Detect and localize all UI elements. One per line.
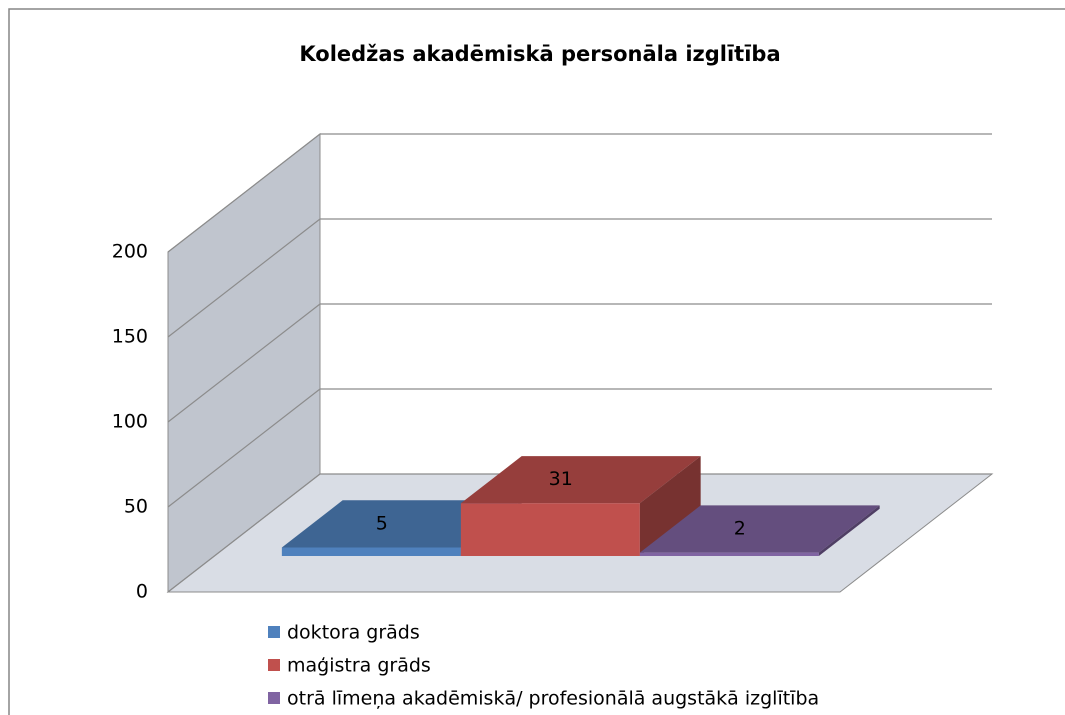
bar-side <box>818 505 880 557</box>
grid-line <box>167 133 992 253</box>
legend-swatch <box>268 692 280 704</box>
bar-top <box>460 456 701 504</box>
y-tick-label: 200 <box>112 241 148 263</box>
grid-line <box>167 388 992 508</box>
bar-front <box>639 552 819 557</box>
legend-label: otrā līmeņa akadēmiskā/ profesionālā aug… <box>287 688 819 710</box>
bar-front <box>281 547 461 557</box>
y-tick-label: 100 <box>112 411 148 433</box>
y-tick-label: 150 <box>112 326 148 348</box>
data-label: 5 <box>376 512 388 534</box>
chart-border <box>8 8 1065 715</box>
y-tick-label: 0 <box>136 581 148 603</box>
bar-side <box>639 456 701 557</box>
legend-label: doktora grāds <box>287 622 420 644</box>
legend-swatch <box>268 626 280 638</box>
grid-line <box>167 218 992 338</box>
legend-swatch <box>268 659 280 671</box>
bar-front <box>460 503 640 557</box>
bar-top <box>639 505 880 553</box>
y-tick-label: 50 <box>124 496 148 518</box>
grid-line <box>167 473 992 593</box>
legend-label: maģistra grāds <box>287 655 431 677</box>
data-label: 2 <box>734 518 746 540</box>
data-label: 31 <box>549 468 573 490</box>
grid-line <box>167 303 992 423</box>
chart-title: Koledžas akadēmiskā personāla izglītība <box>299 42 780 66</box>
